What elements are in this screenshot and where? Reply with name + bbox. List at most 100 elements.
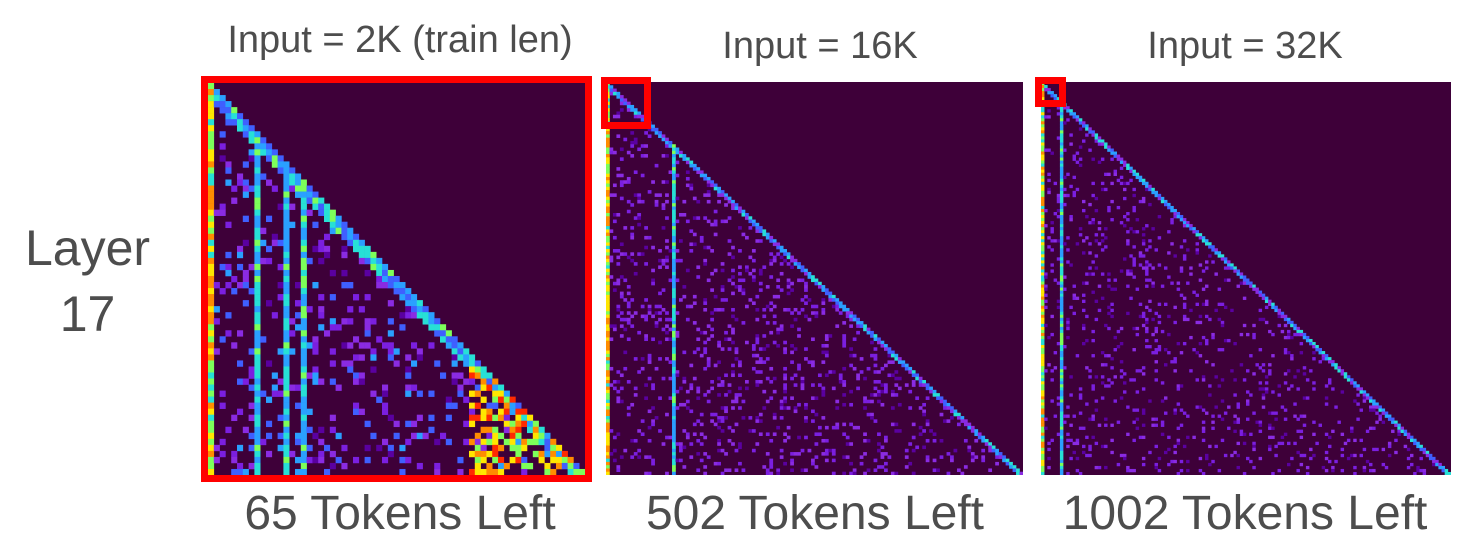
heatmap-cell — [1302, 453, 1307, 458]
heatmap-cell — [353, 456, 360, 464]
heatmap-cell — [606, 242, 610, 247]
heatmap-cell — [544, 432, 551, 440]
heatmap-cell — [469, 414, 476, 422]
heatmap-cell — [762, 389, 767, 394]
heatmap-cell — [606, 461, 610, 466]
heatmap-cell — [1201, 335, 1206, 340]
heatmap-cell — [720, 288, 725, 292]
heatmap-cell — [665, 255, 669, 260]
heatmap-cell — [1044, 272, 1048, 276]
heatmap-cell — [271, 390, 278, 397]
heatmap-cell — [1167, 447, 1171, 452]
heatmap-cell — [783, 396, 787, 400]
heatmap-cell — [428, 426, 435, 434]
heatmap-cell — [1375, 411, 1379, 415]
heatmap-cell — [1066, 106, 1070, 110]
heatmap-cell — [1047, 115, 1051, 119]
heatmap-cell — [312, 348, 319, 355]
heatmap-cell — [1268, 329, 1272, 334]
heatmap-cell — [231, 119, 238, 126]
heatmap-cell — [242, 185, 249, 192]
heatmap-cell — [1094, 239, 1099, 243]
heatmap-cell — [1176, 387, 1181, 391]
heatmap-cell — [248, 185, 255, 192]
heatmap-cell — [469, 438, 476, 446]
heatmap-cell — [1198, 341, 1203, 346]
heatmap-cell — [509, 402, 516, 409]
heatmap-cell — [1277, 323, 1281, 328]
heatmap-cell — [393, 420, 400, 428]
heatmap-cell — [1085, 402, 1089, 406]
heatmap-cell — [717, 442, 721, 446]
heatmap-cell — [1094, 139, 1099, 143]
heatmap-cell — [300, 227, 307, 235]
heatmap-cell — [738, 278, 742, 283]
heatmap-cell — [1391, 429, 1395, 433]
heatmap-cell — [765, 344, 770, 348]
heatmap-cell — [416, 306, 423, 313]
heatmap-cell — [668, 337, 673, 342]
heatmap-cell — [1082, 341, 1086, 346]
heatmap-cell — [1223, 260, 1228, 264]
heatmap-cell — [1246, 456, 1250, 461]
heatmap-cell — [451, 342, 458, 349]
heatmap-cell — [1419, 468, 1423, 473]
heatmap-cell — [469, 372, 476, 379]
heatmap-cell — [779, 288, 784, 292]
heatmap-cell — [612, 448, 617, 453]
heatmap-cell — [668, 396, 673, 400]
heatmap-cell — [1135, 218, 1140, 222]
heatmap-cell — [1044, 85, 1048, 89]
heatmap-cell — [654, 131, 659, 135]
heatmap-cell — [1126, 311, 1130, 316]
heatmap-cell — [1324, 357, 1329, 361]
heatmap-cell — [428, 342, 435, 349]
heatmap-cell — [637, 252, 642, 256]
heatmap-cell — [300, 414, 307, 422]
heatmap-cell — [786, 281, 791, 286]
heatmap-cell — [651, 314, 655, 319]
heatmap-cell — [1227, 266, 1231, 270]
heatmap-cell — [685, 176, 690, 181]
heatmap-cell — [1287, 320, 1291, 325]
heatmap-cell — [1413, 441, 1417, 446]
heatmap-cell — [751, 222, 756, 227]
heatmap-cell — [738, 373, 742, 378]
heatmap-cell — [870, 412, 874, 417]
heatmap-cell — [1097, 465, 1102, 470]
heatmap-cell — [1138, 254, 1143, 258]
heatmap-cell — [731, 327, 735, 332]
heatmap-cell — [1176, 281, 1181, 285]
heatmap-cell — [672, 206, 676, 211]
heatmap-cell — [1059, 221, 1064, 225]
heatmap-cell — [1085, 453, 1089, 458]
heatmap-cell — [790, 396, 794, 400]
heatmap-cell — [1195, 351, 1199, 355]
heatmap-cell — [300, 324, 307, 331]
heatmap-cell — [1094, 266, 1099, 270]
heatmap-cell — [665, 199, 669, 204]
heatmap-cell — [277, 161, 284, 168]
heatmap-cell — [1195, 293, 1199, 297]
heatmap-cell — [1050, 369, 1054, 373]
heatmap-cell — [1205, 338, 1209, 343]
heatmap-cell — [1205, 239, 1209, 243]
heatmap-cell — [856, 386, 860, 391]
heatmap-cell — [821, 288, 826, 292]
heatmap-cell — [998, 455, 1003, 459]
heatmap-cell — [1145, 187, 1149, 192]
heatmap-cell — [897, 376, 902, 381]
heatmap-cell — [382, 438, 389, 446]
heatmap-cell — [1435, 459, 1439, 464]
heatmap-cell — [814, 396, 819, 400]
heatmap-cell — [1059, 148, 1064, 152]
heatmap-cell — [890, 353, 895, 358]
heatmap-cell — [699, 432, 704, 436]
heatmap-cell — [936, 393, 940, 397]
heatmap-cell — [1041, 154, 1045, 158]
heatmap-cell — [661, 180, 666, 184]
heatmap-cell — [1406, 432, 1411, 436]
heatmap-cell — [678, 213, 683, 217]
heatmap-cell — [248, 462, 255, 470]
heatmap-cell — [1406, 465, 1411, 470]
